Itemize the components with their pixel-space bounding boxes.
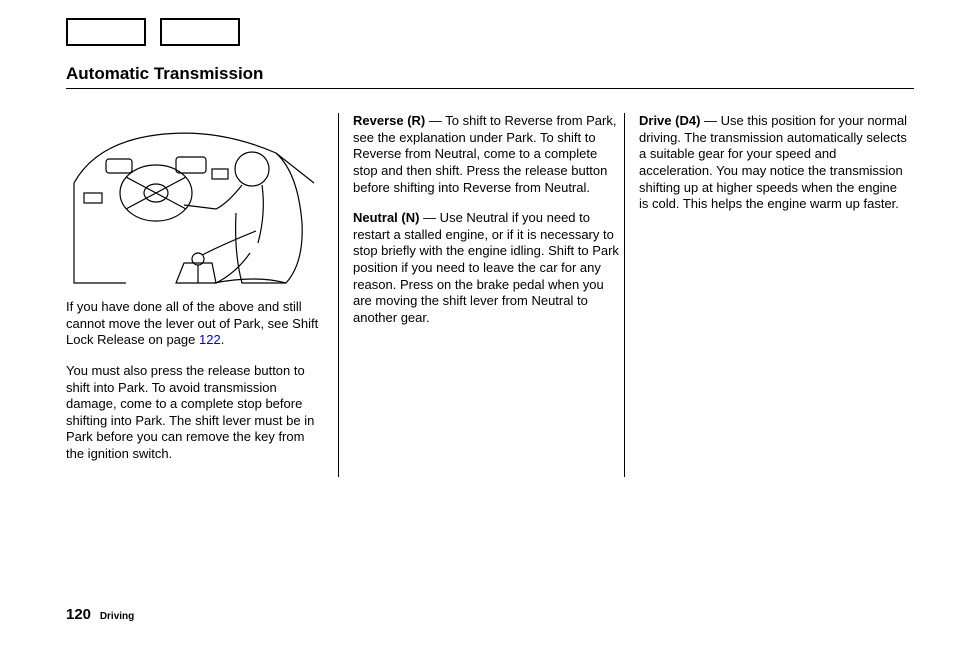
page-container: Automatic Transmission xyxy=(0,0,954,657)
section-name: Driving xyxy=(100,611,134,622)
title-rule xyxy=(66,88,914,89)
reverse-head: Reverse (R) xyxy=(353,113,425,128)
nav-box-next[interactable] xyxy=(160,18,240,46)
drive-head: Drive (D4) xyxy=(639,113,700,128)
col1-para1: If you have done all of the above and st… xyxy=(66,299,324,349)
col1-p1-post: . xyxy=(221,332,225,347)
driver-illustration xyxy=(66,113,322,289)
neutral-para: Neutral (N) — Use Neutral if you need to… xyxy=(353,210,624,326)
neutral-body: — Use Neutral if you need to restart a s… xyxy=(353,210,619,325)
drive-para: Drive (D4) — Use this position for your … xyxy=(639,113,910,213)
columns: If you have done all of the above and st… xyxy=(66,113,916,477)
nav-boxes xyxy=(66,18,916,46)
column-1: If you have done all of the above and st… xyxy=(66,113,338,477)
neutral-head: Neutral (N) xyxy=(353,210,419,225)
page-footer: 120 Driving xyxy=(66,606,134,623)
column-2: Reverse (R) — To shift to Reverse from P… xyxy=(338,113,624,477)
page-ref-link[interactable]: 122 xyxy=(199,332,221,347)
page-title: Automatic Transmission xyxy=(66,64,916,84)
col1-para2: You must also press the release button t… xyxy=(66,363,324,463)
reverse-para: Reverse (R) — To shift to Reverse from P… xyxy=(353,113,624,196)
column-3: Drive (D4) — Use this position for your … xyxy=(624,113,910,477)
nav-box-prev[interactable] xyxy=(66,18,146,46)
page-number: 120 xyxy=(66,606,91,623)
col1-p1-pre: If you have done all of the above and st… xyxy=(66,299,318,347)
